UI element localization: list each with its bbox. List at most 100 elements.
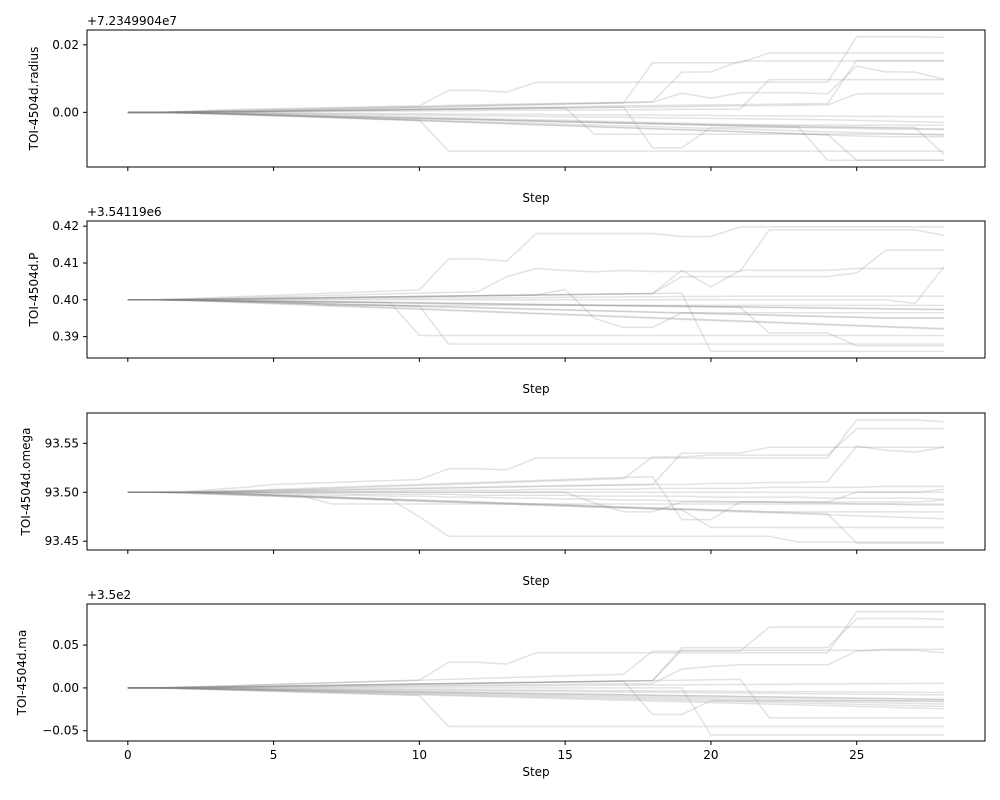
x-axis-label: Step: [522, 765, 549, 779]
trace-line-11: [127, 299, 945, 319]
trace-line-16: [127, 488, 945, 494]
trace-line-2: [127, 626, 945, 689]
trace-line-17: [127, 111, 945, 152]
y-tick-label: 0.05: [52, 638, 79, 652]
trace-line-6: [127, 682, 945, 689]
y-tick-label: 0.42: [52, 219, 79, 233]
trace-line-19: [127, 107, 945, 136]
y-tick-label: 0.41: [52, 256, 79, 270]
trace-line-8: [127, 299, 945, 307]
y-tick-label: 93.50: [45, 485, 79, 499]
x-axis-label: Step: [522, 382, 549, 396]
trace-line-15: [127, 687, 945, 728]
y-tick-label: 0.02: [52, 38, 79, 52]
trace-line-15: [127, 111, 945, 161]
x-tick-label: 10: [412, 748, 427, 762]
trace-line-9: [127, 491, 945, 520]
trace-line-12: [127, 111, 945, 130]
trace-line-7: [127, 299, 945, 311]
trace-line-4: [127, 249, 945, 301]
y-tick-label: 0.40: [52, 293, 79, 307]
x-tick-label: 5: [270, 748, 278, 762]
axis-offset-text: +3.5e2: [87, 588, 131, 602]
axes-frame: [86, 412, 986, 551]
x-tick-label: 25: [849, 748, 864, 762]
y-tick-label: 0.39: [52, 330, 79, 344]
trace-line-9: [127, 687, 945, 701]
trace-line-17: [127, 678, 945, 719]
trace-line-10: [127, 299, 945, 330]
trace-line-1: [127, 419, 945, 494]
trace-line-6: [127, 491, 945, 500]
trace-line-16: [127, 687, 945, 736]
trace-line-10: [127, 111, 945, 130]
trace-line-5: [127, 59, 945, 114]
trace-line-3: [127, 267, 945, 301]
trace-line-16: [127, 111, 945, 161]
trace-line-6: [127, 299, 945, 311]
panel-3: 93.45 93.50 93.55 Step TOI-4504d.omega: [19, 412, 986, 588]
trace-line-14: [127, 491, 945, 505]
trace-line-5: [127, 648, 945, 689]
y-axis-label: TOI-4504d.radius: [27, 47, 41, 152]
trace-line-1: [127, 36, 945, 114]
trace-line-10: [127, 687, 945, 701]
panel-1: 0.00 0.02 Step TOI-4504d.radius +7.2349904e7: [27, 14, 986, 205]
trace-line-13: [127, 299, 945, 337]
trace-line-5: [127, 295, 945, 301]
y-axis-label: TOI-4504d.P: [27, 253, 41, 328]
x-tick-label: 0: [124, 748, 132, 762]
trace-line-8: [127, 111, 945, 118]
trace-line-14: [127, 299, 945, 345]
y-tick-label: 93.55: [45, 436, 79, 450]
trace-line-9: [127, 111, 945, 124]
panel-2: 0.39 0.40 0.41 0.42 Step TOI-4504d.P +3.54119e…: [27, 205, 986, 396]
trace-line-4: [127, 445, 945, 494]
axes-frame: [86, 603, 986, 742]
trace-line-15: [127, 292, 945, 353]
trace-line-12: [127, 299, 945, 331]
trace-line-2: [127, 229, 945, 301]
x-axis-label: Step: [522, 191, 549, 205]
y-tick-label: 0.00: [52, 105, 79, 119]
trace-line-8: [127, 687, 945, 696]
trace-line-3: [127, 60, 945, 114]
trace-panels: 0.00 0.02 Step TOI-4504d.radius +7.2349904e7…: [15, 14, 986, 779]
trace-line-7: [127, 687, 945, 694]
trace-line-13: [127, 475, 945, 521]
trace-line-18: [127, 680, 945, 716]
trace-line-18: [127, 106, 945, 156]
trace-line-5: [127, 485, 945, 494]
trace-line-14: [127, 687, 945, 710]
y-tick-label: 0.00: [52, 681, 79, 695]
y-tick-label: 93.45: [45, 534, 79, 548]
trace-line-14: [127, 111, 945, 138]
x-axis-label: Step: [522, 574, 549, 588]
trace-line-3: [127, 446, 945, 494]
trace-line-9: [127, 299, 945, 319]
x-tick-label: 15: [558, 748, 573, 762]
axis-offset-text: +3.54119e6: [87, 205, 162, 219]
trace-line-3: [127, 617, 945, 689]
trace-line-4: [127, 649, 945, 689]
trace-line-11: [127, 687, 945, 703]
y-tick-label: −0.05: [42, 724, 79, 738]
trace-line-2: [127, 427, 945, 494]
trace-line-12: [127, 491, 945, 543]
trace-line-13: [127, 687, 945, 708]
trace-line-11: [127, 111, 945, 126]
trace-line-7: [127, 491, 945, 506]
x-tick-label: 20: [703, 748, 718, 762]
trace-line-8: [127, 491, 945, 513]
trace-line-1: [127, 610, 945, 689]
trace-line-6: [127, 93, 945, 114]
trace-line-16: [127, 299, 945, 347]
trace-line-13: [127, 111, 945, 137]
trace-line-10: [127, 491, 945, 529]
y-axis-label: TOI-4504d.omega: [19, 428, 33, 537]
trace-line-15: [127, 491, 945, 513]
trace-line-12: [127, 687, 945, 705]
axis-offset-text: +7.2349904e7: [87, 14, 177, 28]
